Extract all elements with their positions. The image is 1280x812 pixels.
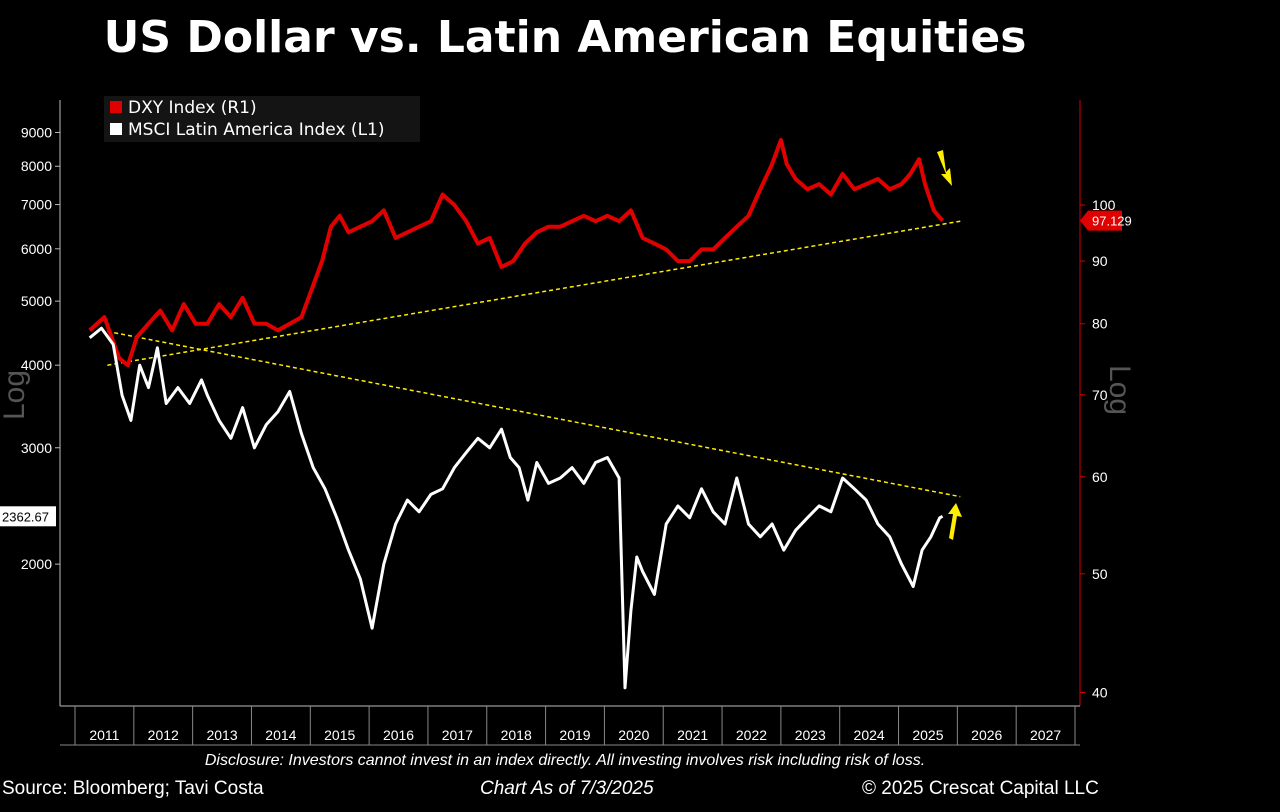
legend-swatch-msci <box>110 123 122 135</box>
x-tick-label: 2014 <box>265 727 296 743</box>
left-tick-label: 5000 <box>21 293 52 309</box>
x-tick-label: 2024 <box>854 727 885 743</box>
x-tick-label: 2022 <box>736 727 767 743</box>
right-tick-label: 80 <box>1092 316 1108 332</box>
page-title: US Dollar vs. Latin American Equities <box>103 12 1027 63</box>
x-tick-label: 2021 <box>677 727 708 743</box>
left-tick-label: 8000 <box>21 158 52 174</box>
x-tick-label: 2013 <box>206 727 237 743</box>
msci-last-value-tag <box>0 506 56 527</box>
left-tick-label: 4000 <box>21 357 52 373</box>
right-axis-title: Log <box>1103 365 1136 415</box>
left-tick-label: 3000 <box>21 440 52 456</box>
x-tick-label: 2026 <box>971 727 1002 743</box>
legend-swatch-dxy <box>110 101 122 113</box>
legend-label: DXY Index (R1) <box>128 98 257 118</box>
copyright-text: © 2025 Crescat Capital LLC <box>862 778 1099 799</box>
x-tick-label: 2025 <box>912 727 943 743</box>
x-tick-label: 2012 <box>148 727 179 743</box>
right-tick-label: 40 <box>1092 685 1108 701</box>
msci-trend-line <box>107 330 961 498</box>
msci-last-value-label: 2362.67 <box>2 509 49 524</box>
x-tick-label: 2020 <box>618 727 649 743</box>
x-tick-label: 2011 <box>89 727 119 743</box>
right-tick-label: 90 <box>1092 253 1108 269</box>
x-tick-label: 2015 <box>324 727 355 743</box>
legend-box <box>104 96 420 142</box>
dxy-last-value-label: 97.129 <box>1092 214 1132 229</box>
down-arrow-icon <box>937 150 952 186</box>
legend-label: MSCI Latin America Index (L1) <box>128 120 385 140</box>
msci-series-line <box>88 326 944 690</box>
right-tick-label: 50 <box>1092 566 1108 582</box>
as-of-text: Chart As of 7/3/2025 <box>480 778 654 799</box>
disclosure-text: Disclosure: Investors cannot invest in a… <box>204 752 926 769</box>
dxy-trend-line <box>107 220 961 366</box>
left-tick-label: 9000 <box>21 124 52 140</box>
x-tick-label: 2019 <box>559 727 590 743</box>
left-axis-title: Log <box>0 370 31 420</box>
dxy-series-line <box>88 138 945 368</box>
x-tick-label: 2017 <box>442 727 473 743</box>
right-tick-label: 70 <box>1092 387 1108 403</box>
x-tick-label: 2027 <box>1030 727 1061 743</box>
x-tick-label: 2016 <box>383 727 414 743</box>
x-tick-label: 2018 <box>501 727 532 743</box>
left-tick-label: 6000 <box>21 241 52 257</box>
right-tick-label: 100 <box>1092 197 1116 213</box>
x-tick-label: 2023 <box>795 727 826 743</box>
source-text: Source: Bloomberg; Tavi Costa <box>2 778 264 799</box>
left-tick-label: 2000 <box>21 556 52 572</box>
dxy-last-value-tag <box>1080 210 1122 231</box>
up-arrow-icon <box>948 503 962 540</box>
left-tick-label: 7000 <box>21 197 52 213</box>
right-tick-label: 60 <box>1092 469 1108 485</box>
